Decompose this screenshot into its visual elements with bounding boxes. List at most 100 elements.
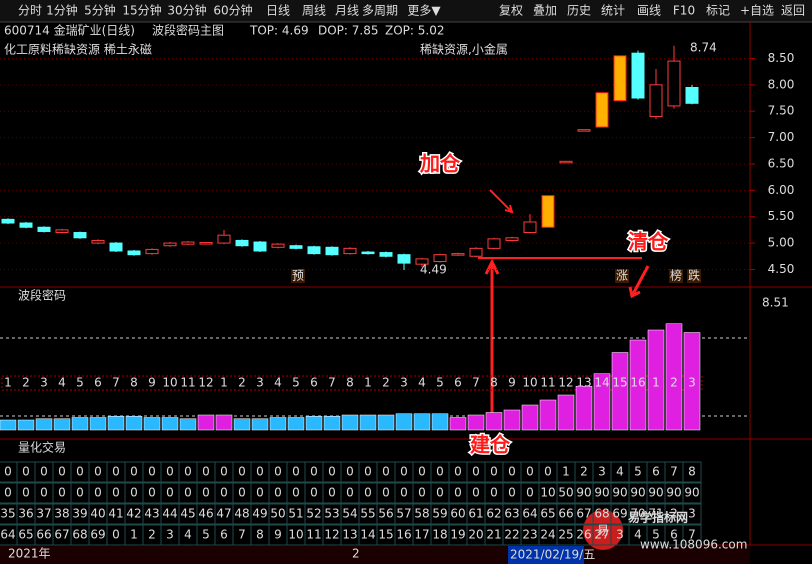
cell-value: 0 [130,465,138,479]
cell-value: 18 [432,528,447,542]
tool-button[interactable]: 历史 [567,4,591,18]
cell-value: 6 [220,528,228,542]
cell-value: 43 [144,507,159,521]
tab[interactable]: 5分钟 [84,3,116,18]
band-bar [161,417,179,431]
counter: 11 [180,376,195,390]
cell-value: 22 [504,528,519,542]
band-bar [377,414,395,431]
cell-value: 0 [22,465,30,479]
cell-value: 47 [216,507,231,521]
cell-value: 1 [130,528,138,542]
tab[interactable]: 日线 [266,4,290,18]
cell-value: 66 [36,528,51,542]
cell-value: 0 [400,486,408,500]
cell-value: 25 [558,528,573,542]
band-bar [413,413,431,431]
counter-frame [1,375,703,391]
tool-button[interactable]: 统计 [601,4,625,18]
band-bar [449,417,467,431]
candle-body [649,84,663,117]
tab[interactable]: 多周期 [362,4,398,18]
band-bar [593,373,611,431]
band-bar [179,418,197,431]
cell-value: 9 [274,528,282,542]
cell-value: 49 [252,507,267,521]
candle-body [559,160,573,164]
tab[interactable]: 15分钟 [122,3,161,18]
cell-value: 0 [346,465,354,479]
watermark-url: www.108096.com [640,538,747,552]
tab[interactable]: 60分钟 [213,3,252,18]
indicator-name: 波段密码主图 [152,23,224,38]
tool-button[interactable]: 画线 [637,4,661,18]
panel-title: 波段密码 [18,288,66,303]
counter: 3 [40,376,48,390]
tool-button[interactable]: +自选 [740,4,774,18]
tool-button[interactable]: 叠加 [533,4,557,18]
candle-body [19,222,33,228]
high-label: 8.74 [690,41,717,55]
candle-body [37,226,51,232]
counter: 10 [522,376,537,390]
signal-bg [291,269,305,283]
candle-body [109,242,123,252]
tab[interactable]: 周线 [302,4,326,18]
band-bar [485,412,503,431]
counter: 2 [22,376,30,390]
counter: 4 [418,376,426,390]
cell-value: 0 [526,486,534,500]
cell-value: 4 [634,528,642,542]
signal: 预 [292,269,304,283]
band-bar [395,413,413,431]
tool-button[interactable]: 标记 [706,4,730,18]
cell-value: 0 [58,465,66,479]
counter: 6 [310,376,318,390]
cell-value: 7 [688,528,696,542]
tab[interactable]: 更多▼ [407,4,441,18]
cell-value: 0 [526,465,534,479]
year-label: 2021年 [8,547,51,561]
cell-value: 67 [576,507,591,521]
band-bar [143,417,161,431]
tool-button[interactable]: 返回 [781,4,805,18]
y-tick-label: 5.00 [768,236,795,250]
cell-value: 0 [40,465,48,479]
cell-value: 44 [162,507,177,521]
cell-value: 68 [72,528,87,542]
band-bar [323,416,341,431]
candle-body [271,243,285,248]
panel-title: 量化交易 [18,440,66,455]
cell-value: 67 [54,528,69,542]
counter: 10 [162,376,177,390]
date-highlight [508,546,584,564]
counter: 7 [328,376,336,390]
cell-value: 42 [126,507,141,521]
low-label: 4.49 [420,263,447,277]
cell-value: 0 [256,486,264,500]
cell-value: 50 [270,507,285,521]
tool-button[interactable]: 复权 [499,4,523,18]
tab[interactable]: 分时 [18,4,42,18]
cell-value: 90 [576,486,591,500]
counter: 7 [112,376,120,390]
cell-value: 40 [90,507,105,521]
tab[interactable]: 月线 [335,4,359,18]
band-bar [287,417,305,431]
cell-value: 10 [540,486,555,500]
counter: 8 [346,376,354,390]
tab[interactable]: 1分钟 [46,3,78,18]
candle-body [397,254,411,264]
counter: 1 [4,376,12,390]
cell-value: 0 [220,486,228,500]
cell-value: 0 [112,486,120,500]
cell-value: 1 [562,465,570,479]
sector: 化工原料稀缺资源 稀土永磁 [4,42,152,57]
cell-value: 0 [94,465,102,479]
cell-value: 65 [18,528,33,542]
candle-body [73,232,87,239]
tool-button[interactable]: F10 [673,4,695,18]
band-bar [359,414,377,431]
tab[interactable]: 30分钟 [167,3,206,18]
